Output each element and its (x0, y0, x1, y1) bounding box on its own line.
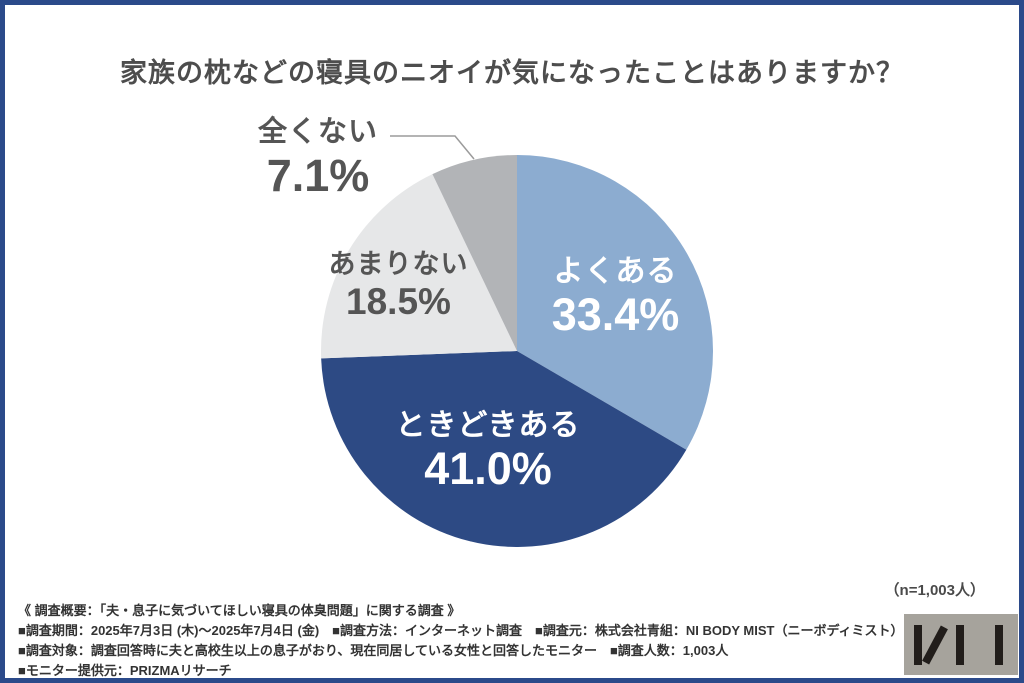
slice-percent: 33.4% (551, 289, 680, 340)
pie-slice-3 (432, 155, 517, 351)
pie-slice-1 (321, 351, 687, 547)
slice-name: ときどきある (395, 409, 581, 442)
slice-label-zenkunai: 全くない 7.1% (243, 116, 393, 201)
slice-name: 全くない (257, 116, 378, 148)
survey-heading: 《 調査概要：「夫・息子に気づいてほしい寝具の体臭問題」に関する調査 》 (18, 603, 461, 618)
logo-bar-icon (956, 625, 964, 665)
survey-overview: 《 調査概要：「夫・息子に気づいてほしい寝具の体臭問題」に関する調査 》 ■調査… (18, 601, 904, 678)
survey-line-target-count: ■調査対象：調査回答時に夫と高校生以上の息子がおり、現在同居している女性と回答し… (18, 643, 729, 658)
slice-percent: 7.1% (266, 149, 370, 201)
slice-name: あまりない (328, 249, 469, 279)
pie-slice-2 (321, 174, 517, 359)
survey-line-monitor-provider: ■モニター提供元：PRIZMAリサーチ (18, 663, 232, 678)
slice-label-yokuaru: よくある 33.4% (533, 255, 698, 340)
sample-size-note: （n=1,003人） (884, 582, 985, 599)
survey-line-period-method-source: ■調査期間：2025年7月3日 (木)～2025年7月4日 (金) ■調査方法：… (18, 623, 904, 638)
slice-name: よくある (553, 255, 678, 288)
slice-percent: 18.5% (346, 280, 451, 322)
logo-bar-icon (995, 625, 1003, 665)
slice-label-tokidokiaru: ときどきある 41.0% (393, 409, 583, 494)
logo-diagonal-bar-icon (922, 625, 948, 665)
slice-label-amarinai: あまりない 18.5% (321, 249, 476, 322)
slice-percent: 41.0% (424, 443, 552, 494)
logo-bar-icon (914, 625, 922, 665)
pie-slice-0 (517, 155, 713, 450)
ni-logo (904, 614, 1018, 675)
pie-chart (321, 155, 713, 547)
chart-title: 家族の枕などの寝具のニオイが気になったことはありますか？ (120, 58, 904, 88)
